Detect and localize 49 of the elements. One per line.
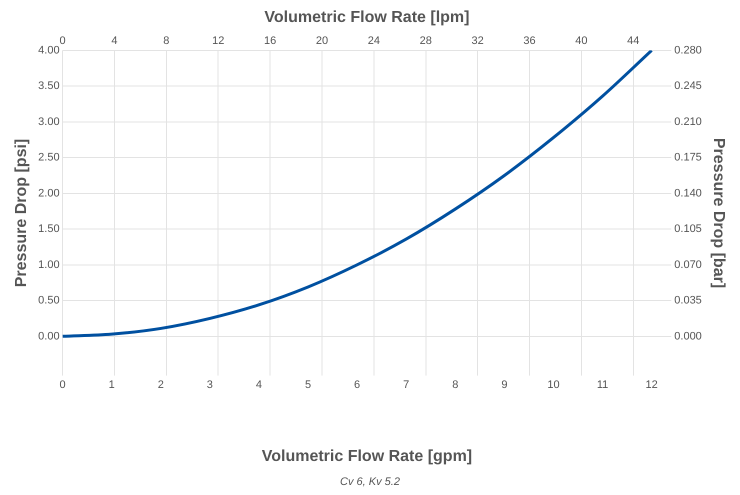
x2-tick-label: 28 xyxy=(420,34,432,47)
y-tick-label: 4.00 xyxy=(38,44,60,56)
x-tick-label: 1 xyxy=(108,379,115,392)
y-tick-label: 2.50 xyxy=(38,152,60,164)
y2-tick-label: 0.245 xyxy=(674,80,702,92)
x2-tick-label: 24 xyxy=(368,34,380,47)
x-axis-title: Volumetric Flow Rate [gpm] xyxy=(262,448,472,465)
x-tick-label: 6 xyxy=(354,379,360,392)
y-axis-title: Pressure Drop [psi] xyxy=(13,138,30,288)
y2-tick-label: 0.280 xyxy=(674,44,702,56)
x2-tick-label: 12 xyxy=(212,34,224,47)
x2-tick-label: 32 xyxy=(472,34,484,47)
line-series xyxy=(62,50,654,338)
y-tick-label: 3.50 xyxy=(38,80,60,92)
y2-tick-label: 0.000 xyxy=(674,330,702,342)
y2-tick-label: 0.140 xyxy=(674,187,702,200)
y2-tick-label: 0.035 xyxy=(674,294,702,307)
x2-tick-label: 44 xyxy=(627,34,640,47)
y2-tick-label: 0.105 xyxy=(674,223,702,236)
x2-tick-label: 8 xyxy=(163,34,170,47)
y2-tick-label: 0.210 xyxy=(674,116,702,128)
x-tick-label: 0 xyxy=(60,379,66,392)
y-tick-label: 3.00 xyxy=(38,116,60,128)
x2-tick-label: 40 xyxy=(575,34,588,47)
x-tick-label: 11 xyxy=(596,379,608,392)
x2-tick-label: 0 xyxy=(60,34,66,47)
x-tick-label: 4 xyxy=(256,379,262,392)
x-tick-label: 7 xyxy=(403,379,410,392)
x-tick-label: 8 xyxy=(452,379,458,392)
x2-axis-title: Volumetric Flow Rate [lpm] xyxy=(264,9,470,26)
x2-tick-label: 16 xyxy=(264,34,276,47)
x-tick-label: 12 xyxy=(646,379,658,392)
y2-tick-label: 0.175 xyxy=(674,152,702,164)
y-tick-label: 0.50 xyxy=(38,294,60,307)
x-tick-label: 2 xyxy=(158,379,164,392)
y-tick-label: 2.00 xyxy=(38,187,60,200)
x2-tick-label: 36 xyxy=(523,34,536,47)
x-tick-label: 9 xyxy=(501,379,508,392)
y-tick-label: 1.50 xyxy=(38,223,60,236)
y-tick-label: 1.00 xyxy=(38,258,60,271)
y2-axis-title: Pressure Drop [bar] xyxy=(710,138,727,288)
x-tick-label: 3 xyxy=(206,379,213,392)
y2-tick-label: 0.070 xyxy=(674,258,702,271)
x2-tick-label: 20 xyxy=(316,34,328,47)
x-tick-label: 10 xyxy=(547,379,560,392)
x2-tick-label: 4 xyxy=(111,34,118,47)
x-tick-label: 5 xyxy=(304,379,312,392)
y-tick-label: 0.00 xyxy=(38,330,60,342)
text: Cv 6, Kv 5.2 xyxy=(339,476,401,488)
